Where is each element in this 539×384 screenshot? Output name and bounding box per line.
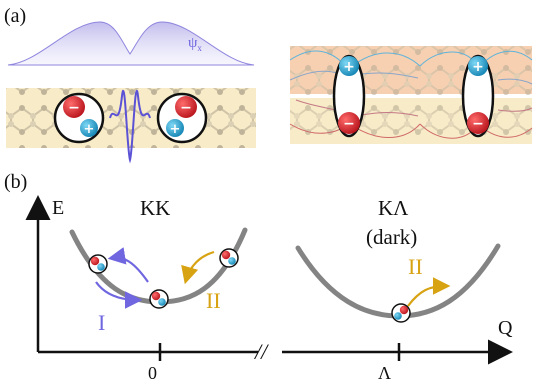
hole <box>80 119 98 137</box>
electron <box>175 96 197 118</box>
process-one-arrow-down <box>95 281 143 309</box>
electron <box>399 305 409 315</box>
tick-zero-label: 0 <box>148 363 157 383</box>
panel-a-label: (a) <box>4 5 26 27</box>
interlayer-exciton-left: + − <box>332 54 366 138</box>
electron <box>221 250 231 260</box>
hole-symbol: + <box>170 122 181 137</box>
hole <box>97 263 105 271</box>
electron-symbol: − <box>343 116 355 132</box>
hole <box>158 298 166 306</box>
exciton-ring <box>149 289 169 309</box>
exciton-ring <box>219 248 239 268</box>
electron-symbol: − <box>472 116 484 132</box>
heterostructure-lattice <box>290 46 532 144</box>
exciton-right: − + <box>156 92 208 144</box>
hole-symbol: + <box>84 122 95 137</box>
hole-symbol: + <box>472 59 484 75</box>
hole <box>339 56 359 76</box>
exciton-kk-right <box>219 248 239 268</box>
hole-symbol: + <box>343 59 355 75</box>
process-two-arrow-kk <box>181 250 215 285</box>
electron-symbol: − <box>180 100 192 116</box>
valley-klambda-note: (dark) <box>366 225 417 249</box>
exciton-left: − + <box>53 92 105 144</box>
electron-symbol: − <box>68 100 80 116</box>
hole <box>166 119 184 137</box>
process-one-arrow-up <box>107 247 149 283</box>
valley-kk-label: KK <box>140 196 170 220</box>
electron <box>467 112 489 134</box>
exciton-klambda-bottom <box>391 303 411 323</box>
electron <box>90 256 100 266</box>
exciton-kk-bottom <box>149 289 169 309</box>
wavefunction-oscillation <box>109 90 151 164</box>
interlayer-exciton-right: + − <box>461 54 495 138</box>
exciton-ring <box>391 303 411 323</box>
axis-break-mark: // <box>253 339 269 364</box>
energy-axis-label: E <box>52 197 64 219</box>
exciton-kk-left <box>88 254 108 274</box>
hole <box>394 312 402 320</box>
process-two-right-label: II <box>408 254 423 279</box>
valley-klambda-label: KΛ <box>378 196 409 220</box>
monolayer-lattice <box>6 88 256 148</box>
process-two-arrow-klambda <box>407 277 451 307</box>
wavefunction-envelope <box>7 21 255 66</box>
intralayer-scene: ψx − + − + <box>6 21 256 164</box>
tick-lambda-label: Λ <box>378 363 391 383</box>
process-one-label: I <box>98 310 105 335</box>
panel-b: (b) E Q // 0 Λ KK KΛ (dark) I II II <box>4 171 513 383</box>
exciton-ring <box>88 254 108 274</box>
hole <box>468 56 488 76</box>
electron <box>338 112 360 134</box>
panel-a: (a) ψx − + − + <box>4 5 533 164</box>
wavefunction-symbol: ψx <box>188 35 202 53</box>
interlayer-scene: + − + − <box>289 46 533 144</box>
electron <box>151 291 161 301</box>
hole <box>228 257 236 265</box>
panel-b-label: (b) <box>4 171 27 193</box>
momentum-axis-label: Q <box>498 317 513 339</box>
process-two-left-label: II <box>206 288 221 313</box>
electron <box>63 96 85 118</box>
